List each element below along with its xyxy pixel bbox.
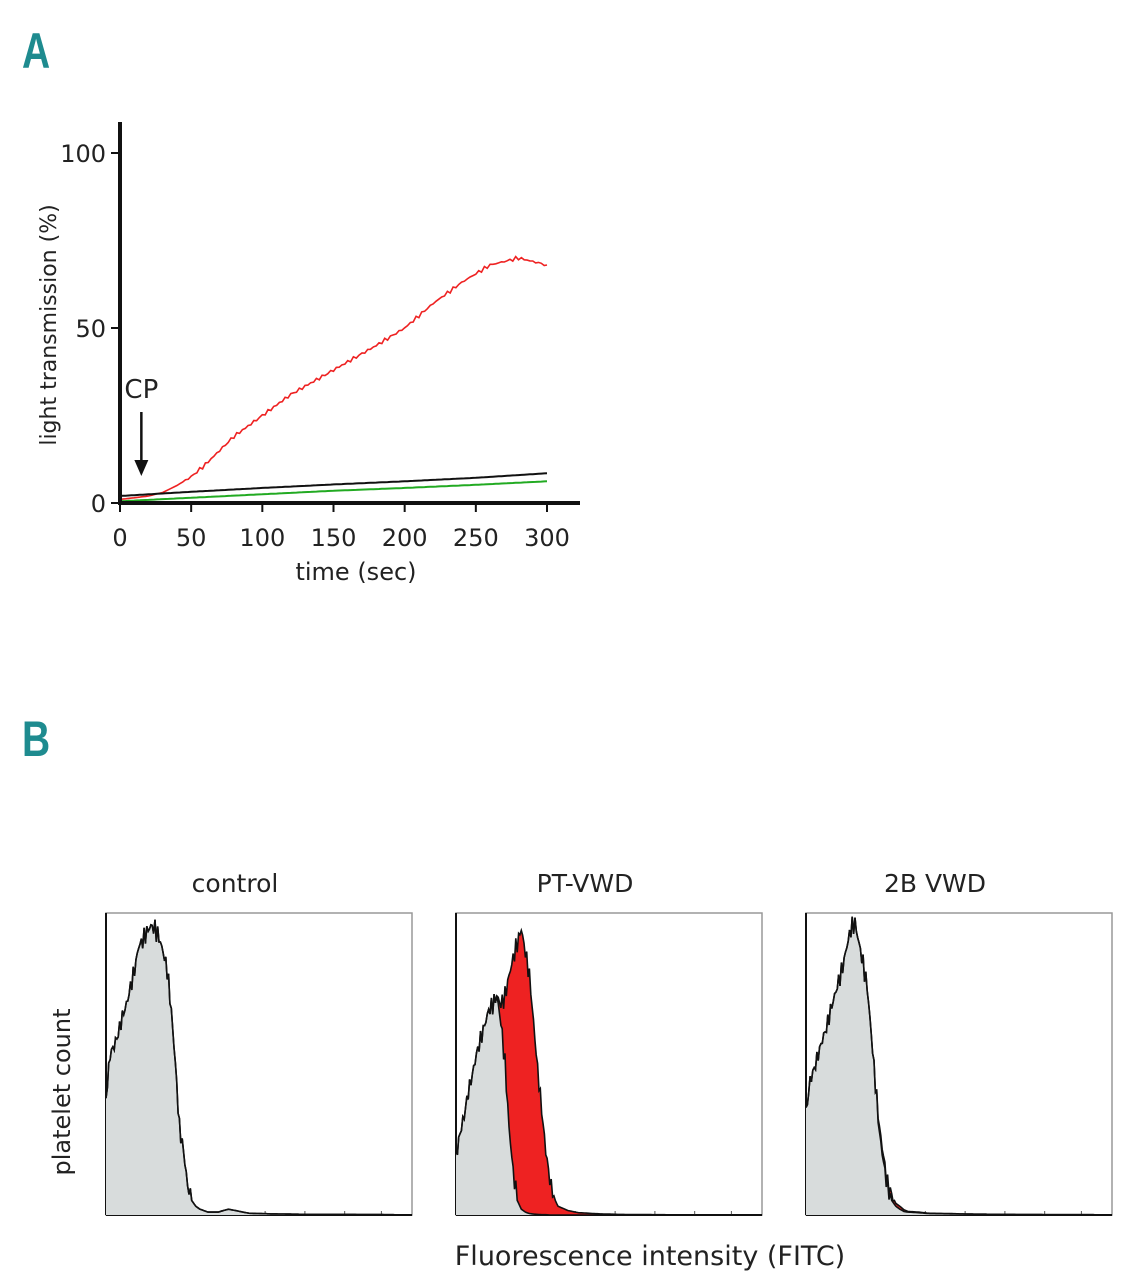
axis-ticks: 0 50 100 150 200 250 300 0 50 100 — [60, 140, 570, 552]
x-tick-label: 100 — [239, 524, 285, 552]
series-line-control — [119, 472, 548, 497]
histogram-panels: platelet count Fluorescence intensity (F… — [48, 869, 1113, 1272]
cp-arrow-head — [134, 460, 149, 476]
histogram-gray-outline — [455, 993, 762, 1216]
histogram-red-area — [456, 930, 762, 1215]
histogram-title: control — [192, 869, 279, 898]
histogram-gray-area — [806, 916, 1112, 1215]
histogram-gray-area — [106, 919, 412, 1215]
x-tick-label: 0 — [112, 524, 127, 552]
histogram-y-label: platelet count — [48, 1009, 76, 1176]
panel-b-label: B — [22, 711, 51, 767]
x-tick-label: 50 — [176, 524, 207, 552]
histogram-gray-area — [456, 994, 762, 1215]
histogram-title: 2B VWD — [884, 869, 986, 898]
x-tick-label: 300 — [524, 524, 570, 552]
histogram-1: PT-VWD — [455, 869, 763, 1216]
x-axis-label: time (sec) — [295, 558, 416, 586]
y-axis-label: light transmission (%) — [37, 204, 62, 445]
histogram-title: PT-VWD — [537, 869, 634, 898]
y-tick-label: 100 — [60, 140, 106, 168]
x-tick-label: 150 — [311, 524, 357, 552]
panel-a-label: A — [22, 23, 51, 79]
aggregation-series-group — [119, 255, 548, 503]
x-tick-label: 200 — [382, 524, 428, 552]
histogram-x-label: Fluorescence intensity (FITC) — [455, 1241, 845, 1272]
x-tick-label: 250 — [453, 524, 499, 552]
histogram-2: 2B VWD — [805, 869, 1113, 1216]
cp-annotation-label: CP — [124, 375, 158, 405]
series-line-2b-vwd — [119, 480, 548, 503]
histogram-0: control — [105, 869, 413, 1216]
histogram-gray-outline — [805, 916, 1112, 1216]
histogram-boxes: control PT-VWD 2B VWD — [105, 869, 1113, 1216]
y-tick-label: 50 — [75, 315, 106, 343]
series-line-pt-vwd — [119, 255, 548, 501]
histogram-gray-outline — [105, 919, 412, 1216]
y-tick-label: 0 — [91, 490, 106, 518]
aggregation-chart: 0 50 100 150 200 250 300 0 50 100 time (sec) ligh… — [37, 122, 580, 586]
